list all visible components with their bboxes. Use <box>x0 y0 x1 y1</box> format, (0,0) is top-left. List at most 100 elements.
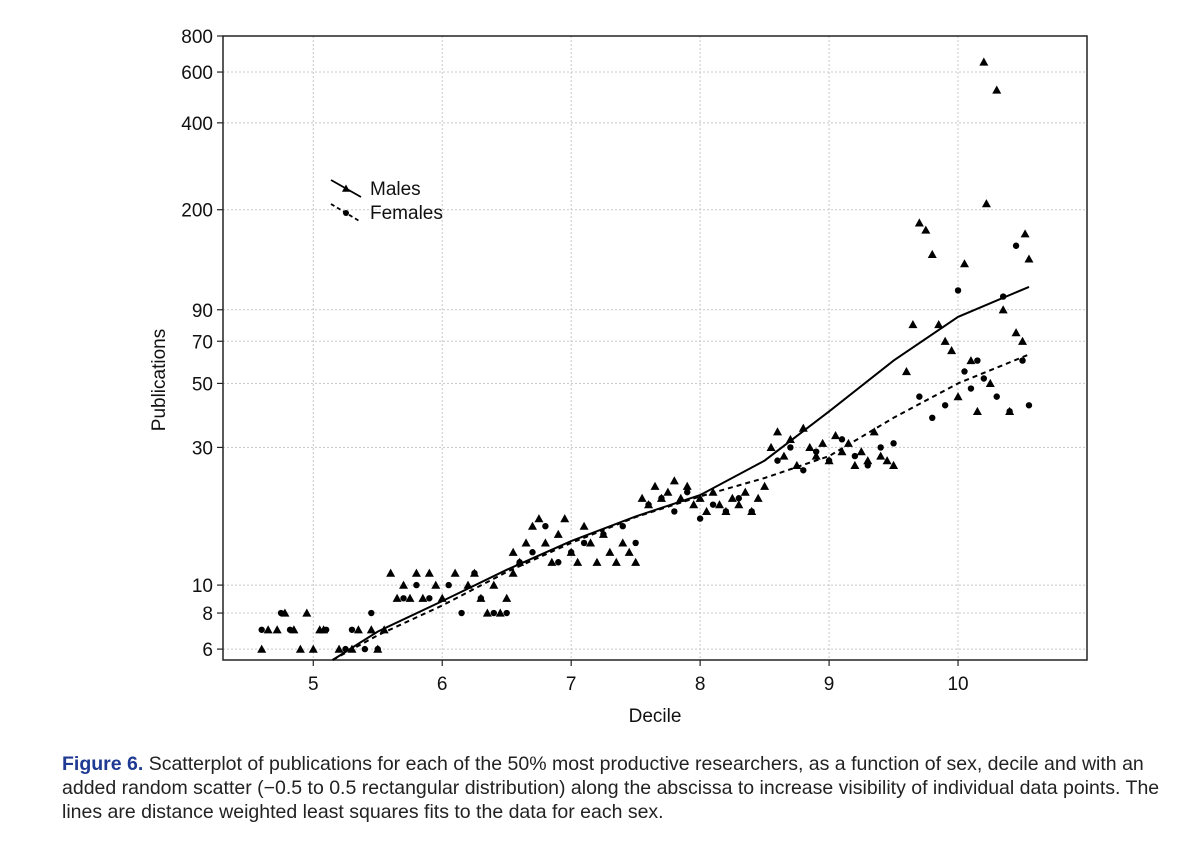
males-point <box>773 427 783 436</box>
males-point <box>689 500 699 509</box>
legend-females-label: Females <box>370 203 443 224</box>
females-point <box>619 522 626 530</box>
females-point <box>632 539 639 547</box>
y-tick-label: 70 <box>192 332 213 353</box>
males-point <box>482 608 492 617</box>
males-point <box>347 644 357 653</box>
males-point <box>760 481 770 490</box>
grid-layer <box>223 35 1087 660</box>
y-tick-label: 200 <box>181 201 213 222</box>
females-point <box>542 522 549 530</box>
y-tick-label: 6 <box>202 640 213 661</box>
females-point <box>368 609 375 617</box>
x-tick-label: 6 <box>437 674 448 695</box>
males-point <box>547 557 557 566</box>
females-point <box>529 549 536 556</box>
scatterplot-chart: 5 6 7 8 9 10 6 8 10 30 50 70 90 200 400 600 800 Decile P… <box>149 27 1088 727</box>
males-point <box>682 481 692 490</box>
males-point <box>272 625 282 634</box>
y-tick-label: 30 <box>192 438 213 459</box>
males-point <box>921 225 931 234</box>
females-point <box>993 393 1000 400</box>
females-point <box>696 515 704 522</box>
females-point <box>567 549 575 556</box>
males-point <box>624 547 634 556</box>
males-point <box>843 438 853 447</box>
females-point <box>1006 408 1013 415</box>
males-point <box>953 392 963 401</box>
females-point <box>413 581 420 589</box>
males-point <box>573 557 583 566</box>
males-point <box>901 366 911 376</box>
y-tick-label: 400 <box>181 114 213 135</box>
males-point <box>811 451 821 460</box>
males-point <box>263 625 273 634</box>
males-point <box>856 447 866 456</box>
males-point <box>850 460 860 469</box>
females-point <box>735 495 743 502</box>
males-point <box>753 493 763 502</box>
males-point <box>779 451 789 460</box>
females-point <box>929 414 936 422</box>
males-point <box>663 487 673 496</box>
x-tick-label: 5 <box>308 674 319 695</box>
females-point <box>954 287 962 294</box>
females-point <box>722 508 730 515</box>
females-point <box>877 444 884 451</box>
females-point <box>916 393 923 400</box>
males-point <box>592 557 602 566</box>
females-point <box>980 375 988 382</box>
females-point <box>400 595 407 602</box>
males-point <box>353 625 363 634</box>
males-point <box>934 320 944 329</box>
females-point <box>445 581 452 589</box>
females-point <box>864 462 871 469</box>
males-point <box>560 514 570 523</box>
males-point <box>869 427 879 436</box>
y-tick-label: 8 <box>202 604 213 625</box>
males-point <box>740 487 750 496</box>
males-point <box>708 487 718 496</box>
males-point <box>650 481 660 490</box>
males-point <box>985 378 995 388</box>
females-point <box>426 595 433 602</box>
y-tick-label: 600 <box>181 63 213 84</box>
males-point <box>437 593 447 602</box>
females-point <box>348 626 356 633</box>
males-point <box>508 547 518 556</box>
males-point <box>399 580 409 589</box>
females-point <box>941 402 949 409</box>
males-point <box>411 568 421 577</box>
figure-caption: Figure 6. Scatterplot of publications fo… <box>62 752 1182 824</box>
males-point <box>818 438 828 447</box>
females-point <box>748 508 755 515</box>
males-point <box>579 521 589 530</box>
males-point <box>981 199 991 208</box>
males-point <box>702 506 712 516</box>
legend-males-sample <box>330 179 362 198</box>
males-point <box>605 547 615 556</box>
males-point <box>792 460 802 469</box>
females-point <box>1025 402 1033 409</box>
legend-males-marker <box>342 184 350 192</box>
females-point <box>838 436 846 443</box>
males-point <box>637 493 647 502</box>
females-point <box>1012 242 1020 249</box>
x-tick-label: 7 <box>566 674 577 695</box>
plot-frame <box>222 35 1088 661</box>
males-point <box>1020 229 1030 238</box>
males-point <box>586 538 596 547</box>
females-point <box>684 488 691 496</box>
males-point <box>972 406 982 415</box>
males-point <box>979 57 989 66</box>
males-point <box>553 529 563 538</box>
females-point <box>277 609 285 617</box>
males-point <box>882 456 892 465</box>
females-point <box>800 467 807 474</box>
males-point <box>876 451 886 460</box>
males-point <box>418 593 428 602</box>
females-point <box>580 539 588 547</box>
males-point <box>366 625 376 634</box>
females-point <box>671 508 678 515</box>
caption-text: Scatterplot of publications for each of … <box>62 753 1160 823</box>
